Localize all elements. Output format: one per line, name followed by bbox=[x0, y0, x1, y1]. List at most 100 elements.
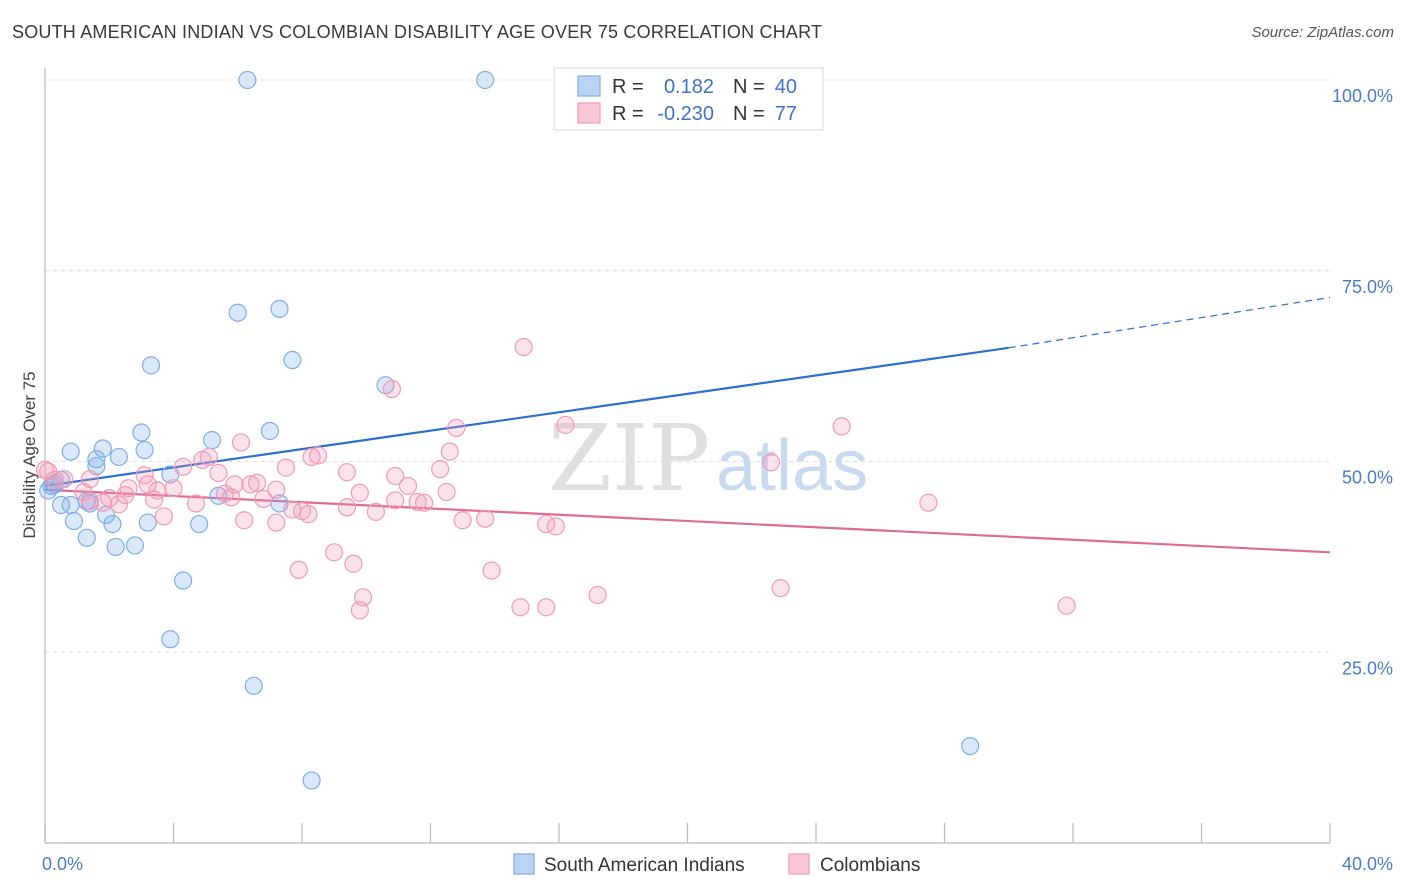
point-colombians bbox=[247, 473, 267, 492]
point-colombians bbox=[514, 337, 533, 357]
point-colombians bbox=[366, 502, 385, 521]
point-colombians bbox=[74, 482, 93, 502]
point-south-american-indians bbox=[87, 450, 106, 469]
point-south-american-indians bbox=[244, 676, 263, 695]
point-colombians bbox=[145, 490, 164, 509]
point-colombians bbox=[186, 494, 206, 513]
point-south-american-indians bbox=[141, 356, 161, 375]
stats-legend-n-label: N = bbox=[733, 103, 765, 125]
point-colombians bbox=[154, 507, 173, 526]
point-south-american-indians bbox=[93, 439, 112, 458]
point-south-american-indians bbox=[190, 514, 209, 534]
point-colombians bbox=[537, 598, 556, 617]
stats-legend-n-value: 40 bbox=[775, 76, 797, 98]
point-south-american-indians bbox=[109, 447, 128, 467]
point-south-american-indians bbox=[77, 528, 96, 547]
watermark-atlas: atlas bbox=[716, 426, 868, 506]
point-colombians bbox=[344, 554, 363, 573]
point-colombians bbox=[398, 476, 418, 496]
chart-source: Source: ZipAtlas.com bbox=[1251, 24, 1394, 41]
series-legend-swatch-pink bbox=[788, 853, 810, 875]
stats-legend-swatch-blue bbox=[577, 75, 601, 97]
y-tick-label: 100.0% bbox=[1332, 86, 1393, 106]
stats-legend-r-value: 0.182 bbox=[664, 76, 714, 98]
point-south-american-indians bbox=[125, 536, 145, 555]
y-tick-label: 75.0% bbox=[1342, 277, 1393, 297]
point-colombians bbox=[325, 543, 344, 562]
tick-labels: 25.0% 50.0% 75.0% 100.0% 0.0% 40.0% bbox=[42, 86, 1393, 874]
point-colombians bbox=[447, 418, 466, 438]
point-colombians bbox=[919, 493, 938, 512]
point-south-american-indians bbox=[270, 299, 289, 318]
series-legend: South American Indians Colombians bbox=[513, 853, 920, 876]
trend-line-extension bbox=[1008, 296, 1331, 349]
stats-legend-swatch-pink bbox=[577, 102, 601, 124]
point-colombians bbox=[588, 585, 607, 605]
trend-line bbox=[44, 346, 1009, 488]
point-south-american-indians bbox=[39, 481, 58, 500]
point-south-american-indians bbox=[132, 423, 151, 442]
point-south-american-indians bbox=[302, 771, 321, 790]
point-colombians bbox=[556, 415, 575, 434]
point-colombians bbox=[93, 493, 112, 512]
trend-lines bbox=[44, 296, 1331, 554]
point-colombians bbox=[431, 460, 450, 479]
point-colombians bbox=[215, 484, 234, 503]
point-south-american-indians bbox=[51, 495, 71, 515]
point-colombians bbox=[193, 450, 212, 470]
point-south-american-indians bbox=[228, 303, 247, 322]
point-colombians bbox=[546, 517, 565, 536]
point-south-american-indians bbox=[106, 537, 125, 557]
point-colombians bbox=[832, 417, 851, 436]
point-south-american-indians bbox=[260, 421, 279, 441]
point-colombians bbox=[337, 498, 357, 517]
point-south-american-indians bbox=[283, 350, 302, 370]
y-tick-label: 25.0% bbox=[1342, 658, 1393, 678]
point-colombians bbox=[241, 475, 260, 494]
point-south-american-indians bbox=[202, 431, 222, 450]
axes bbox=[44, 68, 1331, 844]
point-colombians bbox=[771, 579, 790, 598]
point-colombians bbox=[55, 469, 74, 489]
point-colombians bbox=[386, 466, 405, 486]
stats-legend-r-label: R = bbox=[612, 103, 644, 125]
series-legend-label: South American Indians bbox=[544, 855, 745, 876]
point-colombians bbox=[289, 560, 308, 579]
point-colombians bbox=[267, 513, 286, 532]
y-axis-label: Disability Age Over 75 bbox=[20, 371, 39, 538]
point-colombians bbox=[299, 505, 318, 524]
point-colombians bbox=[267, 480, 286, 499]
stats-legend-r-label: R = bbox=[612, 76, 644, 98]
point-south-american-indians bbox=[238, 70, 257, 90]
point-south-american-indians bbox=[174, 571, 193, 590]
point-south-american-indians bbox=[476, 70, 495, 90]
point-south-american-indians bbox=[961, 736, 980, 756]
point-colombians bbox=[350, 483, 369, 502]
point-colombians bbox=[109, 495, 128, 514]
data-points bbox=[35, 70, 1076, 790]
point-colombians bbox=[164, 479, 183, 498]
point-colombians bbox=[1057, 596, 1076, 615]
point-colombians bbox=[482, 561, 501, 580]
point-colombians bbox=[231, 433, 251, 452]
point-colombians bbox=[453, 511, 472, 530]
x-tick-label: 40.0% bbox=[1342, 854, 1393, 874]
point-colombians bbox=[302, 447, 321, 467]
grid-lines bbox=[45, 79, 1330, 653]
trend-line bbox=[44, 488, 1331, 554]
point-colombians bbox=[382, 379, 402, 399]
point-south-american-indians bbox=[64, 511, 84, 531]
stats-legend-n-value: 77 bbox=[775, 103, 797, 125]
point-colombians bbox=[308, 446, 328, 465]
point-south-american-indians bbox=[138, 513, 157, 532]
series-legend-label: Colombians bbox=[820, 855, 920, 876]
stats-legend-r-value: -0.230 bbox=[657, 103, 714, 125]
series-legend-swatch-blue bbox=[513, 853, 535, 875]
point-colombians bbox=[761, 453, 781, 472]
point-colombians bbox=[138, 475, 157, 494]
point-colombians bbox=[476, 509, 495, 528]
point-colombians bbox=[408, 492, 427, 512]
point-colombians bbox=[209, 463, 228, 483]
point-colombians bbox=[511, 598, 530, 617]
